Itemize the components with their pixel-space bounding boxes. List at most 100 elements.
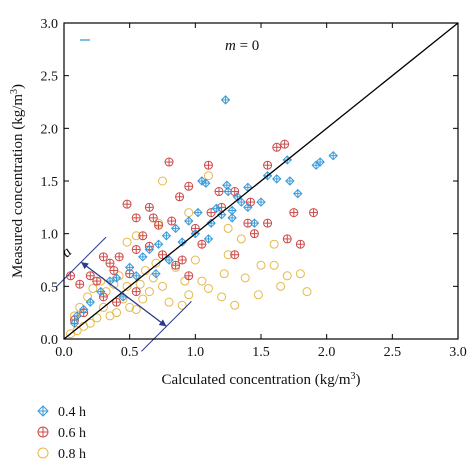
data-point: [131, 213, 141, 223]
data-point: [114, 252, 124, 262]
data-point: [203, 283, 213, 293]
data-point: [184, 271, 194, 281]
data-point: [124, 262, 135, 273]
data-point: [131, 271, 141, 281]
data-point: [85, 297, 95, 307]
data-point: [98, 302, 108, 312]
data-point: [88, 283, 98, 293]
data-point: [161, 231, 172, 241]
axis-ticks: 0.0 0.5 1.0 1.5 2.0 2.5 3.0 0.0 0.5 1.0 1.5 2.0 2.5 3…: [41, 17, 467, 360]
data-point: [289, 208, 299, 218]
data-point: [177, 255, 187, 265]
data-point: [158, 281, 167, 291]
data-point: [164, 255, 174, 265]
data-point: [75, 279, 85, 289]
data-point: [154, 220, 164, 230]
data-point: [69, 318, 80, 328]
data-point: [295, 239, 305, 249]
band-arrowhead: [81, 262, 89, 270]
data-point: [269, 239, 279, 249]
data-point: [206, 208, 216, 218]
data-point: [167, 216, 177, 226]
data-point: [153, 239, 164, 249]
data-point: [223, 223, 233, 233]
y-axis-label: Measured concentration (kg/m3): [9, 84, 27, 278]
legend-marker: [37, 405, 49, 417]
data-point: [272, 142, 282, 152]
data-point: [269, 260, 279, 270]
y-tick-label: 1.0: [41, 228, 59, 243]
data-point: [92, 276, 102, 286]
data-point: [72, 311, 82, 321]
data-points: [66, 95, 338, 339]
y-tick-label: 1.5: [41, 175, 59, 190]
data-point: [175, 192, 185, 202]
band-label: a: [59, 244, 76, 261]
data-point: [171, 260, 181, 270]
data-point: [211, 203, 222, 214]
data-point: [122, 237, 132, 247]
data-point: [151, 268, 161, 279]
band-arrowhead: [158, 319, 167, 327]
data-point: [256, 260, 266, 270]
data-point: [280, 139, 290, 149]
data-point: [138, 294, 148, 304]
data-point: [138, 231, 148, 241]
annotation-text: m = 0: [225, 38, 259, 54]
data-point: [184, 181, 194, 191]
data-point: [328, 151, 338, 161]
data-point: [203, 160, 213, 170]
data-point: [111, 273, 122, 283]
data-point: [223, 186, 233, 197]
data-point: [256, 197, 266, 207]
legend-label: 0.6 h: [58, 426, 86, 441]
x-axis-label: Calculated concentration (kg/m3): [161, 371, 360, 389]
data-point: [253, 290, 263, 300]
data-point: [184, 208, 194, 218]
legend-item: 0.8 h: [37, 447, 86, 462]
data-point: [122, 281, 132, 291]
x-tick-label: 0.0: [55, 345, 73, 360]
data-point: [285, 176, 295, 186]
y-tick-label: 0.5: [41, 280, 59, 295]
data-point: [164, 297, 174, 307]
data-point: [131, 287, 141, 297]
data-point: [112, 297, 122, 307]
data-point: [203, 171, 213, 181]
data-point: [309, 208, 319, 218]
data-point: [311, 160, 321, 170]
data-point: [138, 252, 148, 262]
data-point: [96, 286, 106, 297]
data-point: [249, 218, 260, 228]
y-tick-label: 2.5: [41, 70, 59, 85]
legend-item: 0.4 h: [37, 405, 86, 420]
data-point: [105, 311, 115, 321]
data-point: [282, 271, 292, 281]
data-point: [302, 287, 312, 297]
data-point: [201, 178, 211, 188]
data-point: [230, 300, 240, 310]
data-point: [214, 187, 224, 197]
x-tick-label: 1.0: [187, 345, 205, 360]
data-point: [240, 273, 250, 283]
data-point: [184, 290, 194, 300]
data-point: [293, 188, 303, 199]
x-tick-label: 0.5: [121, 345, 139, 360]
x-tick-label: 2.0: [318, 345, 336, 360]
data-point: [184, 216, 194, 226]
data-point: [197, 239, 207, 249]
data-point: [144, 202, 154, 212]
data-point: [158, 250, 167, 260]
data-point: [131, 244, 141, 254]
data-point: [109, 266, 119, 276]
data-point: [190, 255, 200, 265]
y-tick-label: 3.0: [41, 17, 59, 32]
data-point: [148, 213, 158, 223]
data-point: [243, 202, 253, 213]
data-point: [98, 252, 108, 262]
x-tick-label: 3.0: [449, 345, 467, 360]
data-point: [282, 234, 292, 244]
data-point: [125, 302, 135, 312]
data-point: [219, 269, 229, 279]
